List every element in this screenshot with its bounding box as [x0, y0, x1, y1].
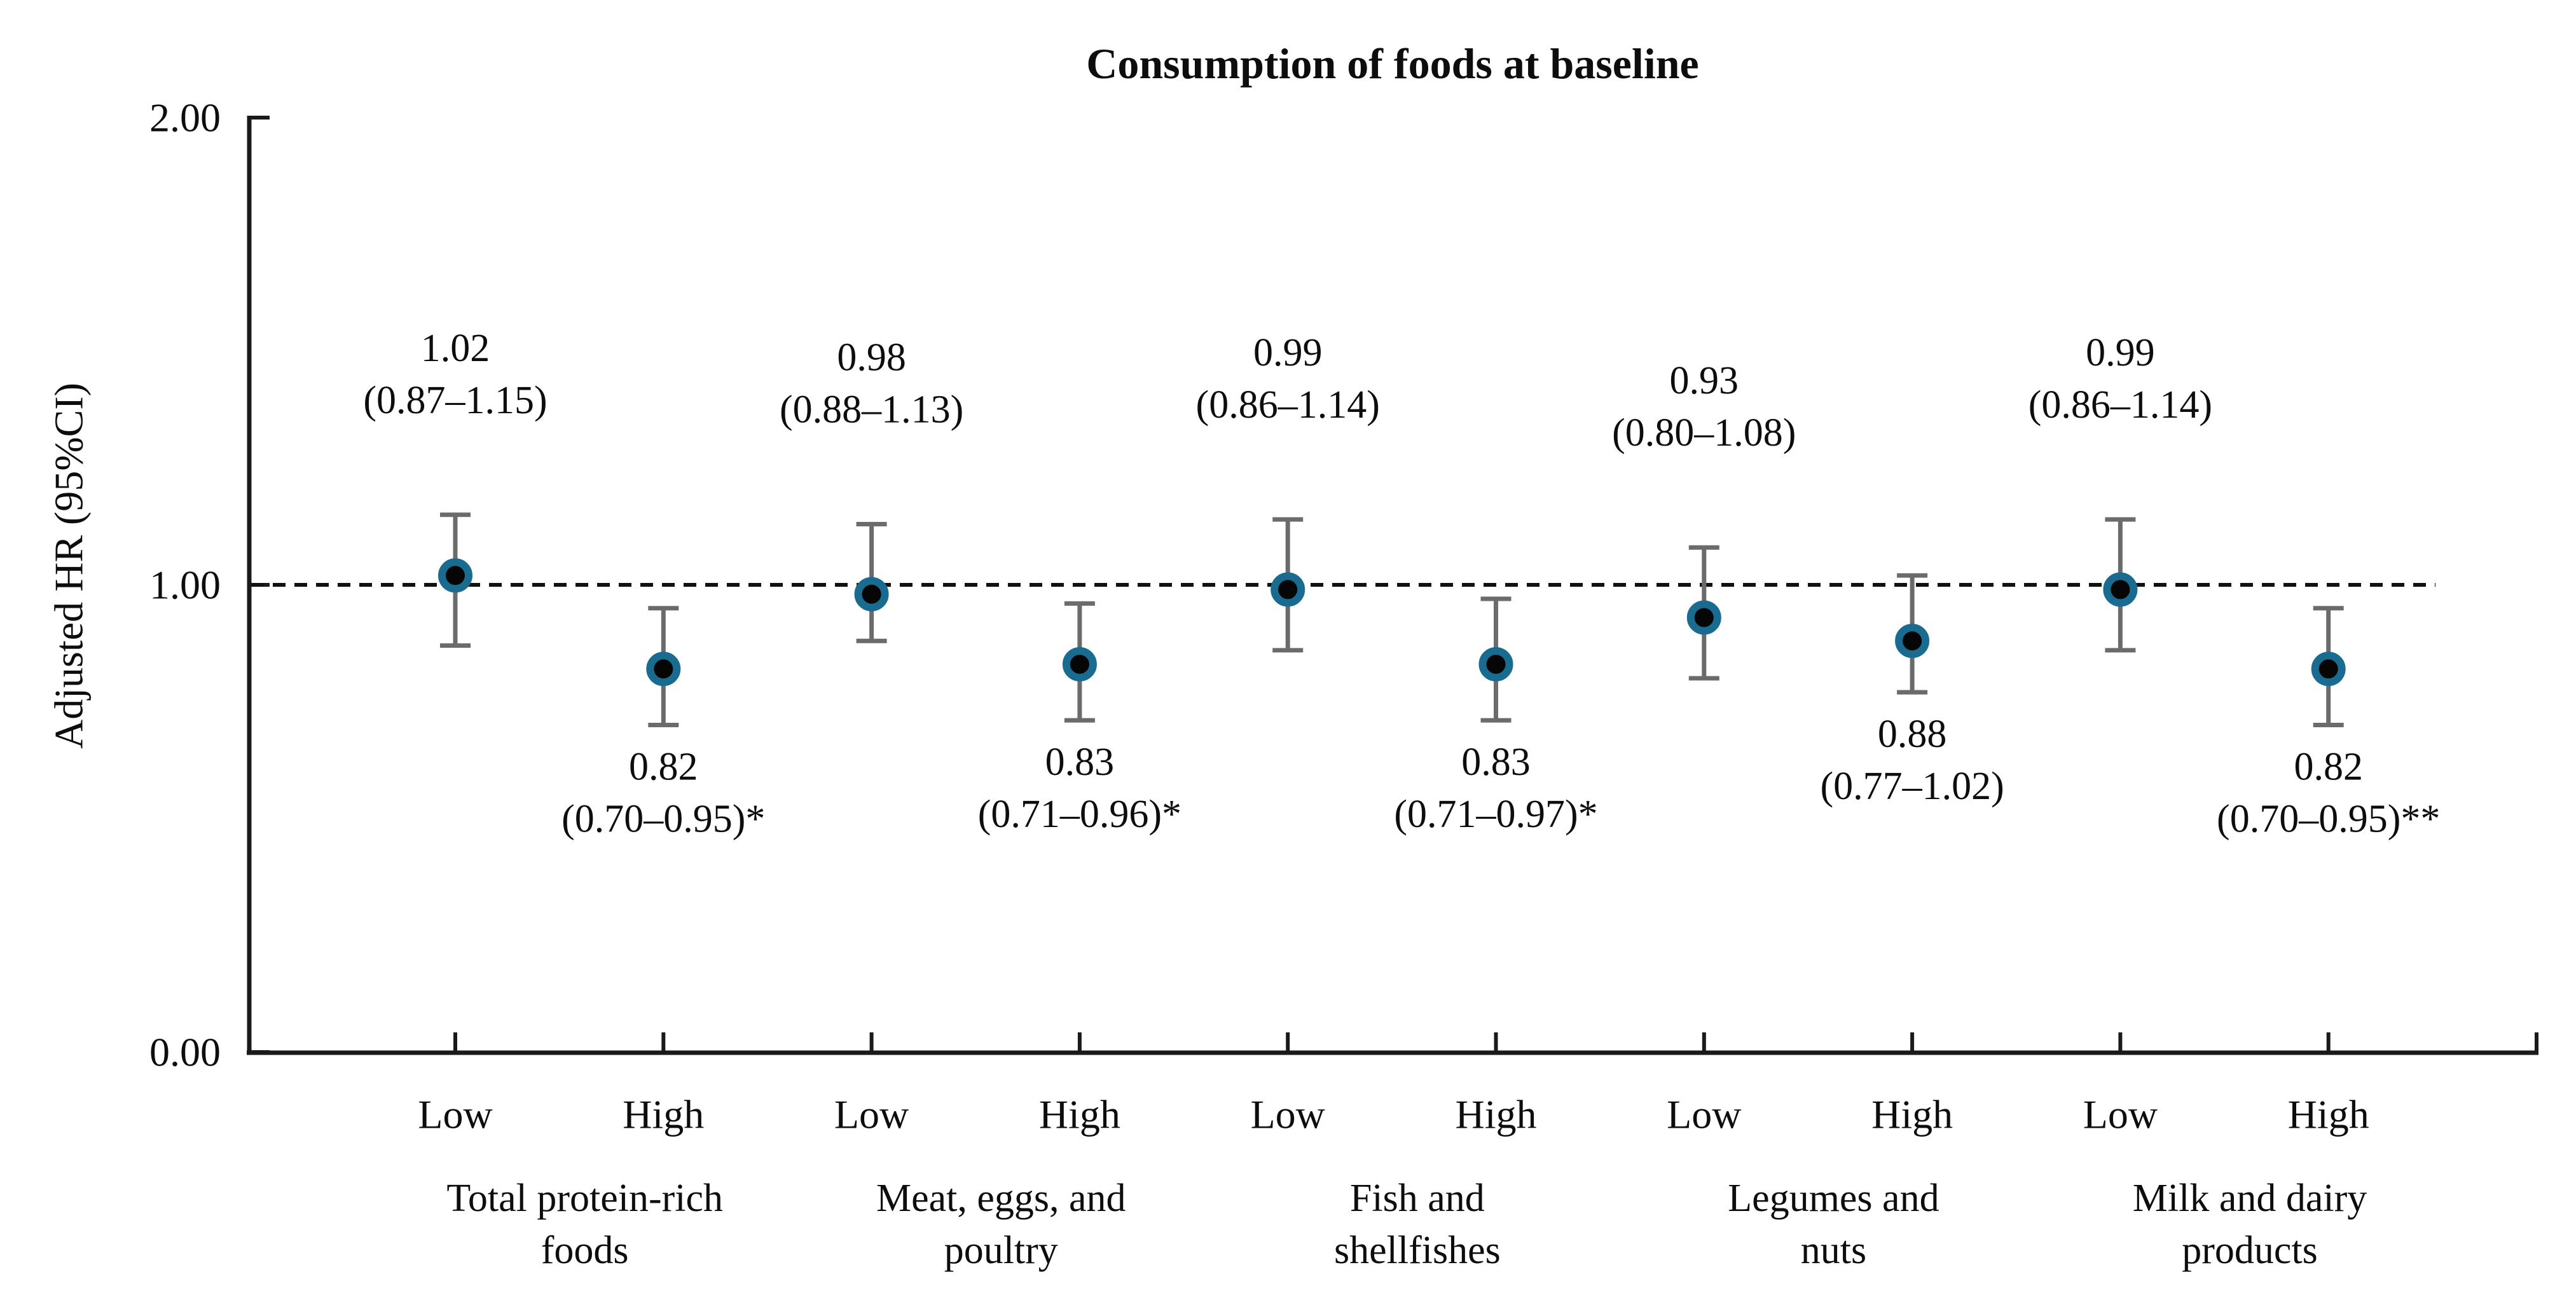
food-group-label: Fish and — [1350, 1177, 1485, 1220]
x-tick-label: Low — [418, 1092, 492, 1137]
hr-value-label: 0.83 — [1461, 741, 1531, 784]
data-point — [438, 512, 472, 648]
ci-range-label: (0.86–1.14) — [2028, 383, 2212, 427]
data-point-marker — [1478, 647, 1513, 681]
data-point — [1686, 545, 1721, 681]
axes-layer: 0.00 1.00 2.00 — [149, 95, 2538, 1075]
data-point — [1895, 573, 1930, 695]
y-axis-title: Adjusted HR (95%CI) — [46, 383, 92, 749]
data-point-marker — [2103, 572, 2138, 607]
label-layer: 1.02 (0.87–1.15) Low 0.82 (0.70–0.95)* High To… — [363, 327, 2440, 1272]
hr-value-label: 0.82 — [2294, 746, 2363, 789]
food-group-label: Total protein-rich — [446, 1177, 723, 1220]
data-point — [854, 521, 889, 643]
food-group-label: poultry — [944, 1229, 1058, 1272]
data-point — [2103, 517, 2138, 653]
food-group-label: Milk and dairy — [2133, 1177, 2367, 1220]
ci-range-label: (0.88–1.13) — [780, 388, 963, 431]
x-tick-label: High — [1039, 1092, 1120, 1137]
ci-range-label: (0.87–1.15) — [363, 379, 547, 422]
chart-title: Consumption of foods at baseline — [1086, 39, 1699, 88]
data-point-marker — [438, 558, 472, 593]
hr-value-label: 0.99 — [2086, 331, 2155, 374]
data-point — [646, 606, 681, 727]
y-tick-label: 0.00 — [149, 1030, 221, 1075]
ci-range-label: (0.70–0.95)* — [561, 798, 765, 841]
data-point-marker — [1686, 600, 1721, 635]
hr-value-label: 0.99 — [1253, 331, 1323, 374]
data-point-marker — [1895, 624, 1930, 659]
x-tick-label: High — [623, 1092, 704, 1137]
ci-range-label: (0.80–1.08) — [1612, 411, 1796, 455]
ci-range-label: (0.71–0.96)* — [978, 793, 1181, 836]
food-group-label: Legumes and — [1728, 1177, 1939, 1220]
x-tick-label: High — [1871, 1092, 1953, 1137]
hr-value-label: 0.88 — [1878, 713, 1947, 756]
data-point-marker — [854, 577, 889, 612]
data-point-marker — [1271, 572, 1305, 607]
data-point — [1478, 596, 1513, 723]
ci-range-label: (0.77–1.02) — [1820, 765, 2004, 808]
x-tick-label: Low — [834, 1092, 909, 1137]
hr-value-label: 1.02 — [421, 327, 490, 370]
y-tick-label: 1.00 — [149, 563, 221, 608]
hr-value-label: 0.83 — [1045, 741, 1115, 784]
food-group-label: foods — [541, 1229, 629, 1272]
food-group-label: shellfishes — [1334, 1229, 1501, 1272]
hr-value-label: 0.93 — [1670, 359, 1739, 402]
x-tick-label: Low — [1667, 1092, 1741, 1137]
x-tick-label: High — [2288, 1092, 2369, 1137]
hr-value-label: 0.98 — [837, 336, 906, 379]
data-point-marker — [646, 652, 681, 687]
data-point — [1271, 517, 1305, 653]
food-group-label: products — [2182, 1229, 2318, 1272]
data-point — [2311, 606, 2346, 727]
data-point — [1062, 601, 1097, 723]
data-layer — [438, 512, 2346, 727]
x-tick-label: Low — [2083, 1092, 2158, 1137]
y-tick-label: 2.00 — [149, 95, 221, 140]
x-tick-label: Low — [1251, 1092, 1325, 1137]
food-group-label: nuts — [1801, 1229, 1866, 1272]
data-point-marker — [2311, 652, 2346, 687]
x-tick-label: High — [1456, 1092, 1537, 1137]
ci-range-label: (0.70–0.95)** — [2217, 798, 2440, 841]
ci-range-label: (0.71–0.97)* — [1394, 793, 1597, 836]
ci-range-label: (0.86–1.14) — [1196, 383, 1380, 427]
data-point-marker — [1062, 647, 1097, 681]
food-group-label: Meat, eggs, and — [876, 1177, 1126, 1220]
hr-value-label: 0.82 — [629, 746, 698, 789]
